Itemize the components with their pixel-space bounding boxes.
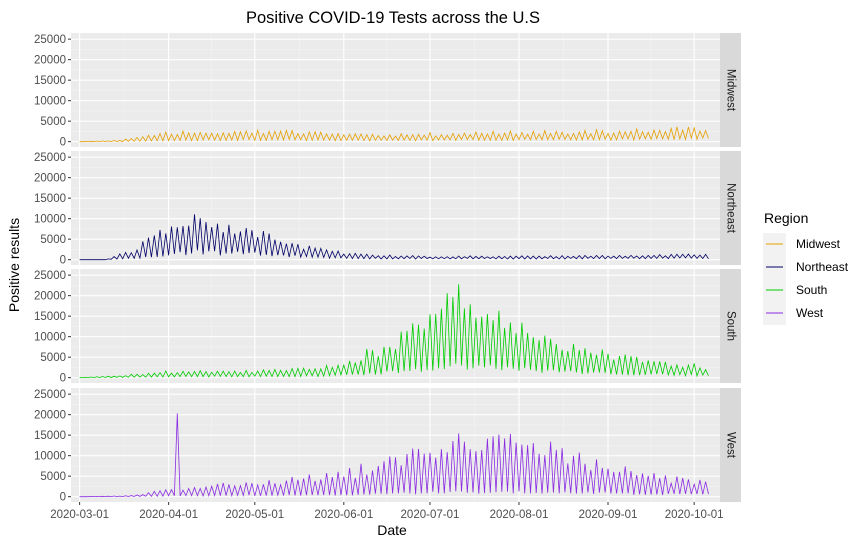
facet-strip (720, 388, 741, 502)
facet-strip-label: South (725, 311, 737, 341)
y-tick-label: 5000 (40, 234, 66, 246)
legend-label: Midwest (796, 237, 841, 251)
y-tick-label: 0 (60, 137, 66, 149)
facet-strip-label: Northeast (725, 183, 737, 234)
facet-strip (720, 33, 741, 147)
legend-label: South (796, 283, 827, 297)
y-tick-label: 25000 (34, 152, 66, 164)
series-line-northeast (79, 214, 709, 261)
y-tick-label: 5000 (40, 471, 66, 483)
y-tick-label: 20000 (34, 410, 66, 422)
legend: Region Midwest Northeast South West (763, 210, 849, 325)
x-axis-title: Date (377, 522, 407, 538)
x-tick-label: 2020-05-01 (225, 509, 284, 521)
panel-northeast: 0 5000 10000 15000 20000 25000 Northeast (34, 151, 741, 267)
x-tick-label: 2020-04-01 (139, 509, 198, 521)
panel-midwest: 0 5000 10000 15000 20000 25000 Midwest (34, 33, 741, 149)
y-tick-label: 10000 (34, 96, 66, 108)
facet-strip (720, 269, 741, 383)
y-tick-label: 15000 (34, 193, 66, 205)
panel-background (71, 388, 720, 502)
y-tick-label: 10000 (34, 214, 66, 226)
y-tick-label: 10000 (34, 332, 66, 344)
legend-label: Northeast (796, 260, 849, 274)
facet-strip (720, 151, 741, 265)
y-tick-label: 25000 (34, 389, 66, 401)
y-tick-label: 25000 (34, 34, 66, 46)
y-tick-label: 15000 (34, 311, 66, 323)
x-tick-label: 2020-09-01 (579, 509, 638, 521)
y-tick-label: 0 (60, 373, 66, 385)
y-tick-label: 15000 (34, 75, 66, 87)
panel-background (71, 33, 720, 147)
chart-title: Positive COVID-19 Tests across the U.S (246, 9, 540, 27)
series-line-west (79, 413, 709, 498)
series-line-midwest (79, 126, 709, 143)
panel-south: 0 5000 10000 15000 20000 25000 South (34, 269, 741, 385)
legend-title: Region (764, 210, 808, 226)
x-tick-label: 2020-07-01 (401, 509, 460, 521)
y-tick-label: 0 (60, 492, 66, 504)
x-tick-label: 2020-10-01 (665, 509, 724, 521)
x-tick-label: 2020-06-01 (314, 509, 373, 521)
y-tick-label: 5000 (40, 352, 66, 364)
y-tick-label: 10000 (34, 451, 66, 463)
y-tick-label: 15000 (34, 430, 66, 442)
y-axis-title: Positive results (6, 218, 22, 312)
y-tick-label: 5000 (40, 116, 66, 128)
facet-strip-label: West (725, 432, 737, 459)
y-tick-label: 20000 (34, 173, 66, 185)
x-tick-label: 2020-08-01 (490, 509, 549, 521)
y-tick-label: 20000 (34, 55, 66, 67)
legend-label: West (796, 306, 824, 320)
y-tick-label: 20000 (34, 291, 66, 303)
y-tick-label: 0 (60, 255, 66, 267)
panel-west: 0 5000 10000 15000 20000 25000 West (34, 388, 741, 504)
series-line-south (79, 284, 709, 379)
y-tick-label: 25000 (34, 270, 66, 282)
x-tick-label: 2020-03-01 (50, 509, 109, 521)
facet-strip-label: Midwest (725, 69, 737, 112)
panel-background (71, 269, 720, 383)
